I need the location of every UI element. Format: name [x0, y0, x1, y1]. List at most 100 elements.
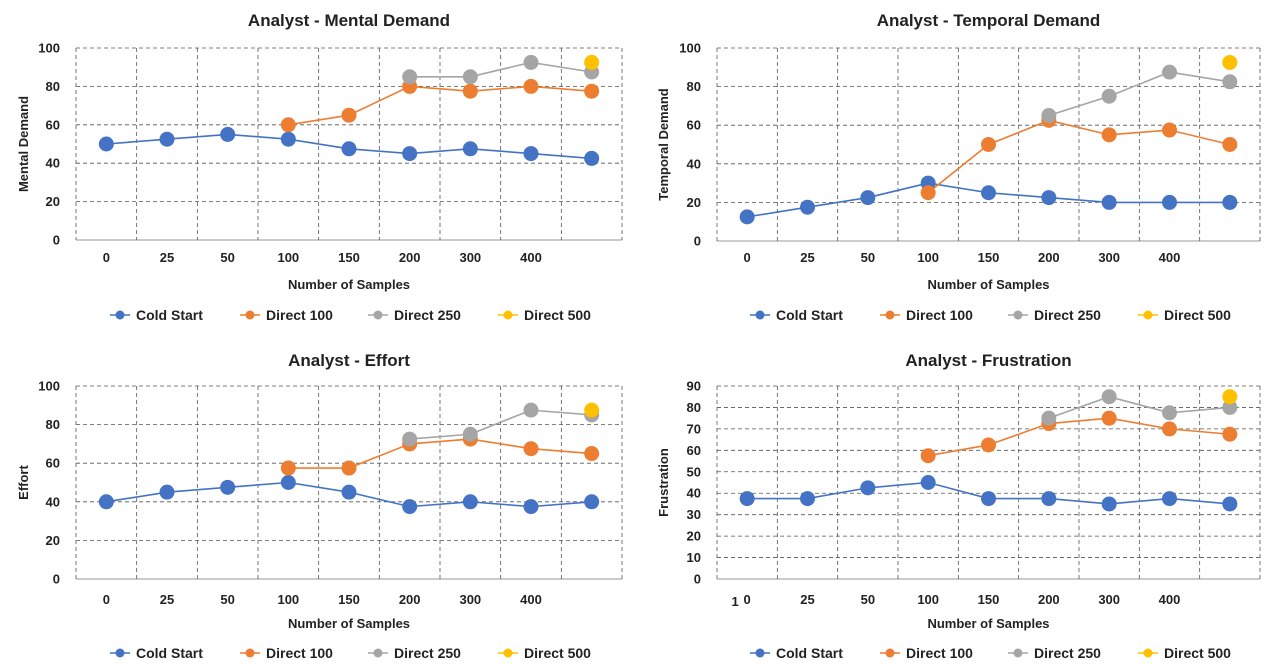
data-point-direct-100: [523, 441, 539, 457]
legend-marker: [115, 648, 125, 658]
x-tick-label: 200: [399, 592, 421, 607]
data-point-direct-250: [1101, 389, 1117, 405]
y-tick-label: 20: [687, 529, 701, 544]
data-point-cold-start: [981, 491, 996, 507]
y-tick-label: 40: [46, 494, 60, 509]
data-point-cold-start: [584, 494, 600, 510]
series-line-direct-250: [1048, 395, 1230, 419]
y-tick-label: 100: [38, 379, 60, 394]
y-tick-label: 50: [687, 464, 701, 479]
series-line-direct-100: [288, 85, 592, 126]
legend-marker: [373, 648, 383, 658]
x-tick-label: 300: [459, 592, 481, 607]
y-axis-label: Mental Demand: [16, 96, 31, 192]
data-point-direct-100: [920, 448, 936, 464]
data-point-direct-250: [1041, 108, 1057, 124]
y-tick-label: 60: [687, 118, 701, 133]
x-tick-label: 100: [277, 250, 299, 265]
legend-label: Cold Start: [776, 307, 843, 323]
x-tick-label: 150: [978, 592, 1000, 607]
data-point-cold-start: [462, 141, 478, 157]
chart-title: Analyst - Mental Demand: [248, 11, 450, 30]
x-tick-label: 50: [861, 592, 875, 607]
x-axis-label: Number of Samples: [927, 616, 1049, 631]
x-tick-label: 200: [1038, 250, 1060, 265]
legend-label: Direct 100: [266, 307, 333, 323]
data-point-cold-start: [860, 480, 876, 496]
x-tick-label: 50: [220, 592, 234, 607]
data-point-direct-250: [402, 69, 418, 85]
legend-label: Direct 250: [394, 645, 461, 661]
chart-mental-demand: Analyst - Mental Demand 0 20 40 60 80 100 0 25 50…: [0, 0, 640, 336]
y-tick-label: 0: [694, 234, 701, 249]
chart-title: Analyst - Effort: [288, 351, 410, 370]
y-tick-label: 60: [46, 456, 60, 471]
data-point-cold-start: [341, 484, 357, 500]
data-point-direct-500: [1222, 389, 1238, 405]
x-tick-label: 100: [917, 250, 939, 265]
chart-effort: Analyst - Effort 0 20 40 60 80 100 0 25 50 100 150 2…: [0, 336, 640, 672]
x-tick-label: 25: [800, 592, 814, 607]
data-point-cold-start: [860, 190, 876, 206]
data-point-cold-start: [981, 185, 996, 201]
data-point-direct-250: [1162, 64, 1177, 80]
x-tick-label: 400: [520, 592, 542, 607]
legend-marker: [1013, 648, 1023, 658]
y-tick-label: 20: [46, 533, 60, 548]
data-point-cold-start: [280, 475, 296, 490]
x-tick-label: 150: [338, 250, 360, 265]
series-line-direct-100: [288, 438, 592, 469]
y-tick-label: 30: [687, 507, 701, 522]
x-tick-label: 150: [978, 250, 1000, 265]
data-point-direct-250: [1162, 405, 1177, 421]
data-point-cold-start: [800, 491, 815, 507]
data-point-cold-start: [584, 150, 600, 166]
y-tick-label: 60: [46, 117, 60, 132]
y-tick-label: 80: [687, 400, 701, 415]
series-line-direct-250: [409, 409, 592, 440]
y-tick-label: 70: [687, 421, 701, 436]
chart-svg: Analyst - Temporal Demand 0 20 40 60 80 100 0 25…: [656, 11, 1261, 323]
x-tick-label: 25: [160, 592, 174, 607]
x-tick-label: 50: [861, 250, 875, 265]
data-point-direct-100: [1222, 137, 1238, 152]
legend-label: Cold Start: [136, 307, 203, 323]
data-point-cold-start: [739, 491, 755, 507]
data-point-direct-250: [523, 402, 539, 418]
data-point-direct-250: [402, 431, 418, 447]
legend-marker: [503, 648, 513, 658]
data-point-direct-500: [584, 402, 600, 418]
data-point-direct-100: [1101, 410, 1117, 426]
data-point-cold-start: [1162, 194, 1177, 210]
x-tick-label: 200: [1038, 592, 1060, 607]
legend-label: Direct 100: [906, 645, 973, 661]
x-tick-label: 150: [338, 592, 360, 607]
legend-label: Direct 250: [1034, 645, 1101, 661]
data-point-cold-start: [800, 199, 815, 215]
x-axis-label: Number of Samples: [288, 277, 410, 292]
data-point-direct-100: [1162, 421, 1177, 437]
data-point-cold-start: [1041, 491, 1057, 507]
legend-marker: [1143, 310, 1153, 320]
data-point-cold-start: [341, 141, 357, 157]
chart-title: Analyst - Frustration: [905, 351, 1071, 370]
x-tick-label: 300: [1098, 592, 1120, 607]
data-point-direct-100: [584, 83, 600, 99]
data-point-cold-start: [220, 126, 236, 142]
y-tick-label: 0: [694, 572, 701, 587]
x-axis-label: Number of Samples: [927, 277, 1049, 292]
data-point-direct-100: [1222, 426, 1238, 442]
legend-label: Cold Start: [136, 645, 203, 661]
y-tick-label: 80: [46, 79, 60, 94]
chart-title: Analyst - Temporal Demand: [877, 11, 1101, 30]
data-point-direct-250: [523, 54, 539, 70]
data-point-cold-start: [462, 494, 478, 510]
data-point-direct-100: [341, 107, 357, 123]
x-tick-label: 25: [800, 250, 814, 265]
legend-label: Direct 500: [1164, 307, 1231, 323]
y-tick-label: 100: [679, 41, 701, 56]
legend-label: Direct 500: [1164, 645, 1231, 661]
y-tick-label: 40: [687, 156, 701, 171]
data-point-direct-100: [920, 185, 936, 201]
data-point-direct-250: [462, 426, 478, 442]
